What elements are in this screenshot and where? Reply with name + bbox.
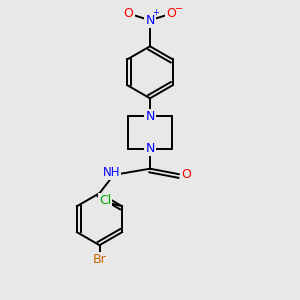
Text: O: O	[124, 7, 134, 20]
Text: N: N	[145, 14, 155, 27]
Text: NH: NH	[102, 166, 120, 179]
Text: Cl: Cl	[99, 194, 111, 207]
Text: N: N	[145, 142, 155, 155]
Text: O: O	[167, 7, 176, 20]
Text: Br: Br	[93, 254, 106, 266]
Text: N: N	[145, 110, 155, 123]
Text: +: +	[152, 8, 159, 17]
Text: O: O	[181, 168, 191, 181]
Text: −: −	[175, 4, 183, 14]
